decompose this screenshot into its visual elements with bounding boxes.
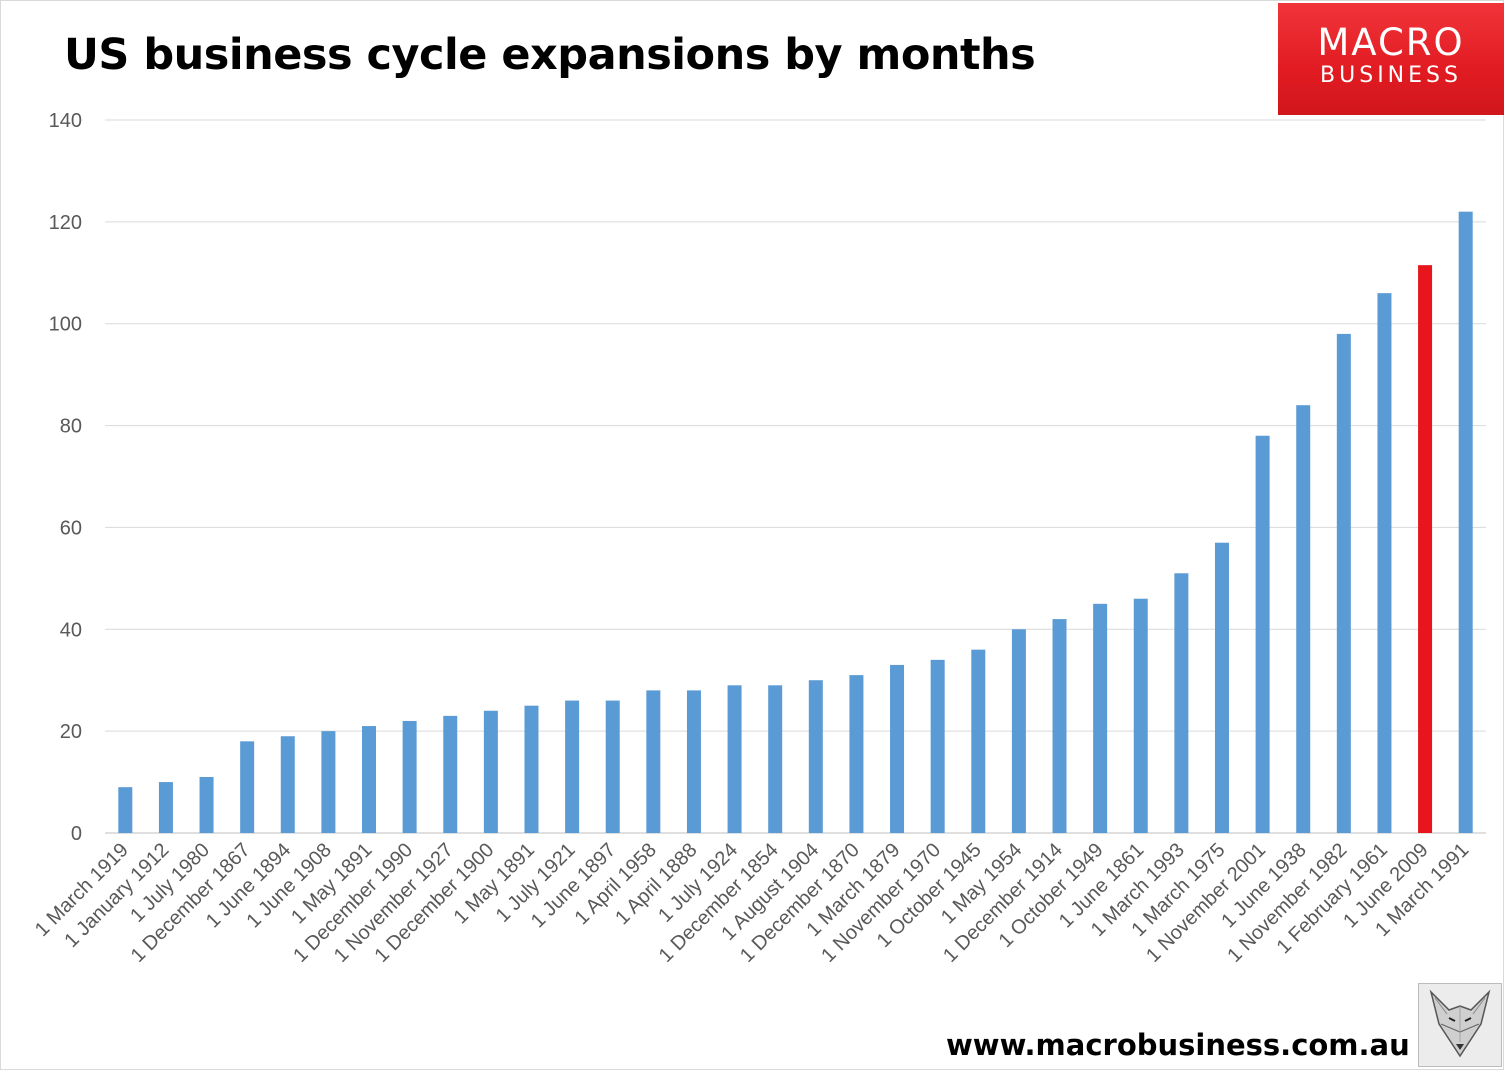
logo-line-1: MACRO <box>1317 21 1465 64</box>
bar <box>118 787 133 833</box>
bar <box>1255 435 1270 833</box>
macrobusiness-logo: MACRO BUSINESS <box>1278 3 1504 115</box>
y-tick-label: 100 <box>49 314 82 336</box>
y-tick-label: 20 <box>60 721 82 743</box>
bar <box>483 710 498 833</box>
bar <box>686 690 701 833</box>
bar <box>524 705 539 833</box>
y-tick-label: 120 <box>49 212 82 234</box>
bar <box>565 700 580 833</box>
bar <box>1133 598 1148 833</box>
bar <box>1418 265 1433 833</box>
y-tick-label: 80 <box>60 416 82 438</box>
y-tick-label: 60 <box>60 517 82 539</box>
bar <box>727 685 742 833</box>
bar <box>1011 629 1026 833</box>
bar <box>605 700 620 833</box>
bar <box>646 690 661 833</box>
chart-title: US business cycle expansions by months <box>64 30 1036 80</box>
bar <box>971 649 986 833</box>
y-tick-label: 40 <box>60 619 82 641</box>
bar <box>849 675 864 833</box>
bar <box>1296 405 1311 833</box>
bar <box>1174 573 1189 833</box>
bar <box>199 776 214 833</box>
bar <box>280 736 295 833</box>
bar <box>1377 293 1392 834</box>
y-tick-label: 0 <box>71 823 82 845</box>
bar <box>1093 603 1108 833</box>
bar <box>890 664 905 833</box>
fox-icon <box>1418 983 1502 1067</box>
logo-line-2: BUSINESS <box>1320 63 1462 88</box>
bar <box>768 685 783 833</box>
bar <box>321 731 336 833</box>
bar <box>808 680 823 833</box>
y-tick-label: 140 <box>49 110 82 132</box>
bar <box>1052 619 1067 833</box>
bar <box>402 720 417 833</box>
bar <box>1214 542 1229 833</box>
bar <box>930 659 945 833</box>
bar <box>1336 333 1351 833</box>
bar <box>240 741 255 833</box>
bar <box>1458 211 1473 833</box>
bar <box>443 715 458 833</box>
website-url: www.macrobusiness.com.au <box>946 1028 1410 1062</box>
bar <box>362 726 377 833</box>
bar <box>158 782 173 833</box>
